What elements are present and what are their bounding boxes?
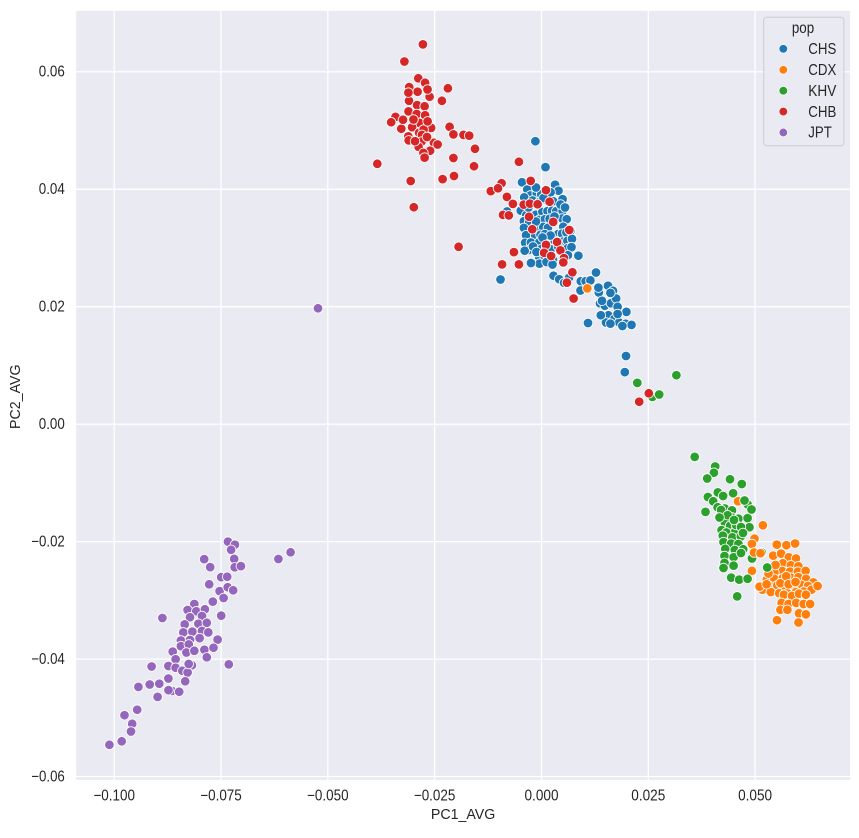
svg-text:−0.06: −0.06 xyxy=(31,768,65,785)
svg-text:−0.050: −0.050 xyxy=(307,788,349,805)
svg-text:−0.04: −0.04 xyxy=(31,651,65,668)
svg-text:−0.075: −0.075 xyxy=(200,788,242,805)
svg-text:CHS: CHS xyxy=(808,41,836,58)
svg-text:−0.100: −0.100 xyxy=(93,788,135,805)
svg-text:−0.025: −0.025 xyxy=(414,788,456,805)
svg-text:0.050: 0.050 xyxy=(738,788,772,805)
svg-text:PC1_AVG: PC1_AVG xyxy=(431,806,496,823)
svg-text:0.025: 0.025 xyxy=(631,788,665,805)
svg-text:0.00: 0.00 xyxy=(39,416,65,433)
svg-text:0.02: 0.02 xyxy=(39,299,65,316)
svg-text:PC2_AVG: PC2_AVG xyxy=(7,364,24,429)
svg-text:−0.02: −0.02 xyxy=(31,533,65,550)
svg-text:pop: pop xyxy=(792,20,814,37)
svg-text:JPT: JPT xyxy=(808,125,832,142)
svg-text:0.000: 0.000 xyxy=(525,788,559,805)
svg-text:0.06: 0.06 xyxy=(39,64,65,81)
svg-text:CHB: CHB xyxy=(808,104,836,121)
svg-text:KHV: KHV xyxy=(808,83,837,100)
svg-text:0.04: 0.04 xyxy=(39,181,65,198)
svg-text:CDX: CDX xyxy=(808,62,837,79)
